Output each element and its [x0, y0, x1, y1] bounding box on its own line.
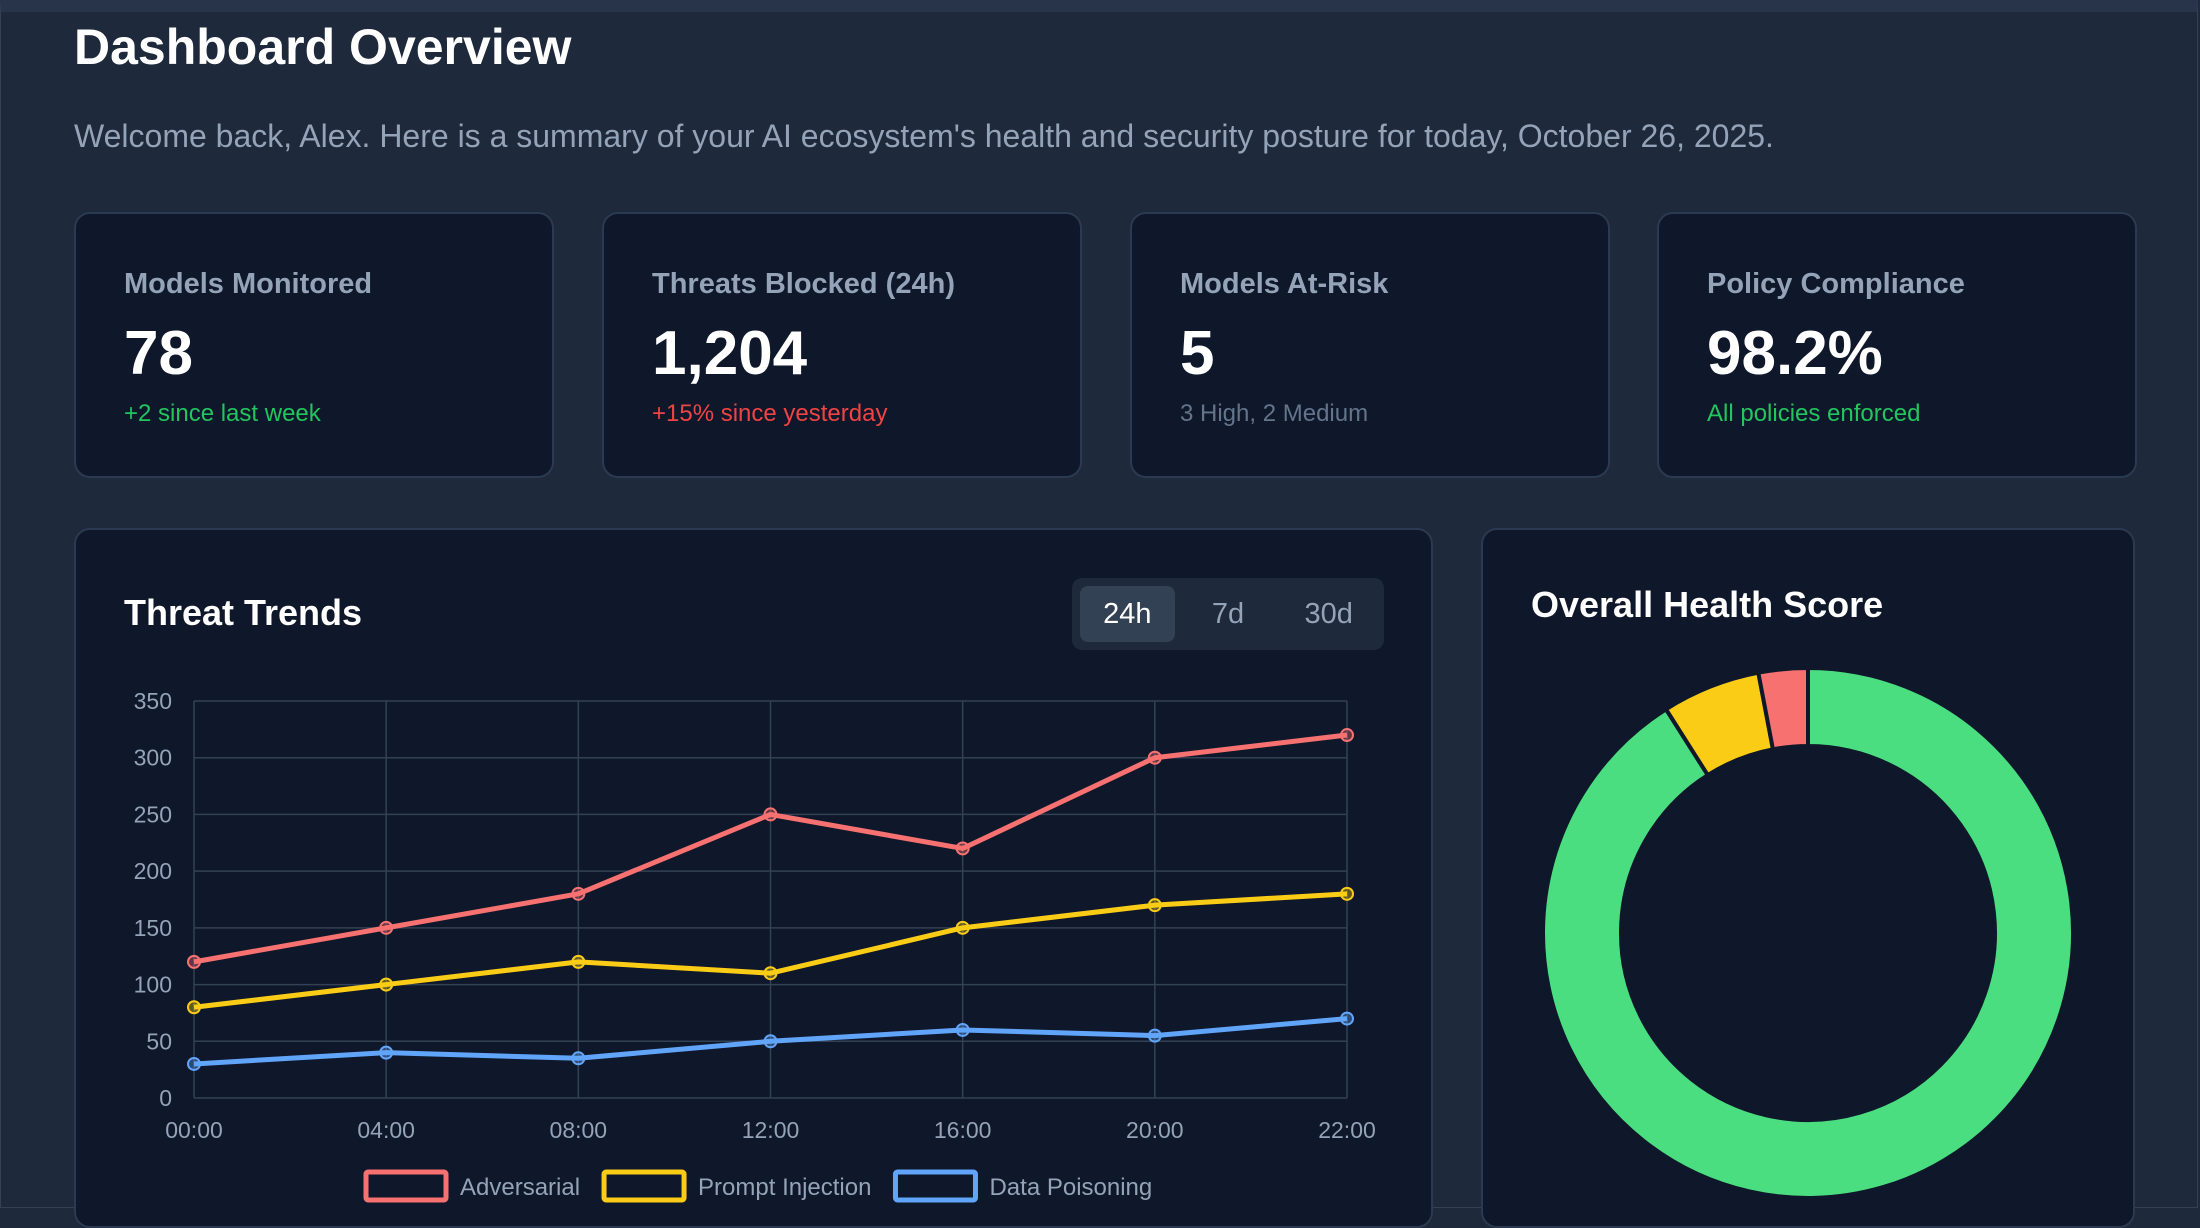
x-tick-label: 22:00 [1318, 1117, 1376, 1143]
page-subtitle: Welcome back, Alex. Here is a summary of… [74, 118, 1774, 154]
stat-value: 5 [1180, 319, 1215, 388]
data-point[interactable] [1147, 1028, 1162, 1043]
data-point[interactable] [955, 841, 970, 856]
stat-label: Models At-Risk [1180, 268, 1389, 300]
data-point[interactable] [763, 966, 778, 981]
y-tick-label: 0 [159, 1085, 172, 1111]
x-tick-label: 16:00 [934, 1117, 992, 1143]
range-7d-button[interactable]: 7d [1211, 597, 1245, 630]
stat-value: 1,204 [652, 319, 808, 388]
stat-note: +15% since yesterday [652, 400, 888, 427]
stat-card-models-at-risk: Models At-Risk 5 3 High, 2 Medium [1130, 212, 1610, 478]
data-point[interactable] [571, 1051, 586, 1066]
y-tick-label: 250 [134, 801, 172, 827]
data-point[interactable] [955, 920, 970, 935]
stat-card-threats-blocked: Threats Blocked (24h) 1,204 +15% since y… [602, 212, 1082, 478]
donut-slice[interactable] [1541, 665, 2075, 1200]
data-point[interactable] [187, 954, 201, 969]
range-30d-button[interactable]: 30d [1304, 597, 1353, 630]
threat-trends-chart: 0 50 100 150 200 250 300 350 00:00 04:00 08:00 12:0… [134, 688, 1376, 1203]
stat-card-policy-compliance: Policy Compliance 98.2% All policies enf… [1657, 212, 2137, 478]
x-tick-label: 12:00 [742, 1117, 800, 1143]
series-line-adversarial [193, 732, 1348, 965]
y-tick-label: 150 [134, 915, 172, 941]
health-score-card: Overall Health Score [1481, 528, 2135, 1228]
stat-note: +2 since last week [124, 400, 321, 427]
data-point[interactable] [379, 1045, 394, 1060]
data-point[interactable] [763, 1034, 778, 1049]
y-tick-label: 300 [134, 745, 172, 771]
legend-swatch [601, 1169, 687, 1203]
legend-swatch [363, 1169, 449, 1203]
legend-label[interactable]: Prompt Injection [698, 1174, 871, 1201]
series-line-prompt-injection [193, 891, 1348, 1010]
range-24h-button[interactable]: 24h [1080, 586, 1175, 642]
threat-trends-card: Threat Trends 24h 7d 30d 0 50 100 150 200 250… [74, 528, 1433, 1228]
data-point[interactable] [187, 1056, 201, 1071]
x-tick-label: 08:00 [550, 1117, 608, 1143]
threat-trends-title: Threat Trends [124, 592, 363, 633]
stat-value: 78 [124, 319, 193, 388]
y-tick-label: 350 [134, 688, 172, 714]
data-point[interactable] [379, 920, 394, 935]
y-tick-label: 50 [146, 1028, 172, 1054]
stat-card-models-monitored: Models Monitored 78 +2 since last week [74, 212, 554, 478]
x-tick-label: 20:00 [1126, 1117, 1184, 1143]
health-score-donut [1541, 665, 2075, 1200]
stat-label: Models Monitored [124, 268, 373, 300]
time-range-selector: 24h 7d 30d [1072, 578, 1384, 650]
y-tick-label: 100 [134, 972, 172, 998]
data-point[interactable] [571, 954, 586, 969]
data-point[interactable] [1340, 886, 1354, 901]
data-point[interactable] [955, 1022, 970, 1037]
series-line-data-poisoning [193, 1016, 1348, 1067]
x-tick-label: 00:00 [165, 1117, 223, 1143]
legend-label[interactable]: Adversarial [460, 1174, 580, 1201]
data-point[interactable] [571, 886, 586, 901]
stat-label: Policy Compliance [1707, 268, 1965, 300]
x-tick-label: 04:00 [357, 1117, 415, 1143]
data-point[interactable] [1147, 750, 1162, 765]
legend-swatch [892, 1169, 978, 1203]
data-point[interactable] [187, 1000, 201, 1015]
stat-label: Threats Blocked (24h) [652, 268, 955, 300]
data-point[interactable] [1340, 728, 1354, 743]
data-point[interactable] [1147, 898, 1162, 913]
stat-note: 3 High, 2 Medium [1180, 400, 1369, 427]
y-tick-label: 200 [134, 858, 172, 884]
stat-value: 98.2% [1707, 319, 1883, 388]
health-score-title: Overall Health Score [1531, 584, 1884, 625]
data-point[interactable] [763, 807, 778, 822]
data-point[interactable] [379, 977, 394, 992]
stat-note: All policies enforced [1707, 400, 1921, 427]
legend-label[interactable]: Data Poisoning [989, 1174, 1152, 1201]
donut-slice[interactable] [1756, 665, 1810, 752]
page-title: Dashboard Overview [74, 19, 572, 75]
data-point[interactable] [1340, 1011, 1354, 1026]
